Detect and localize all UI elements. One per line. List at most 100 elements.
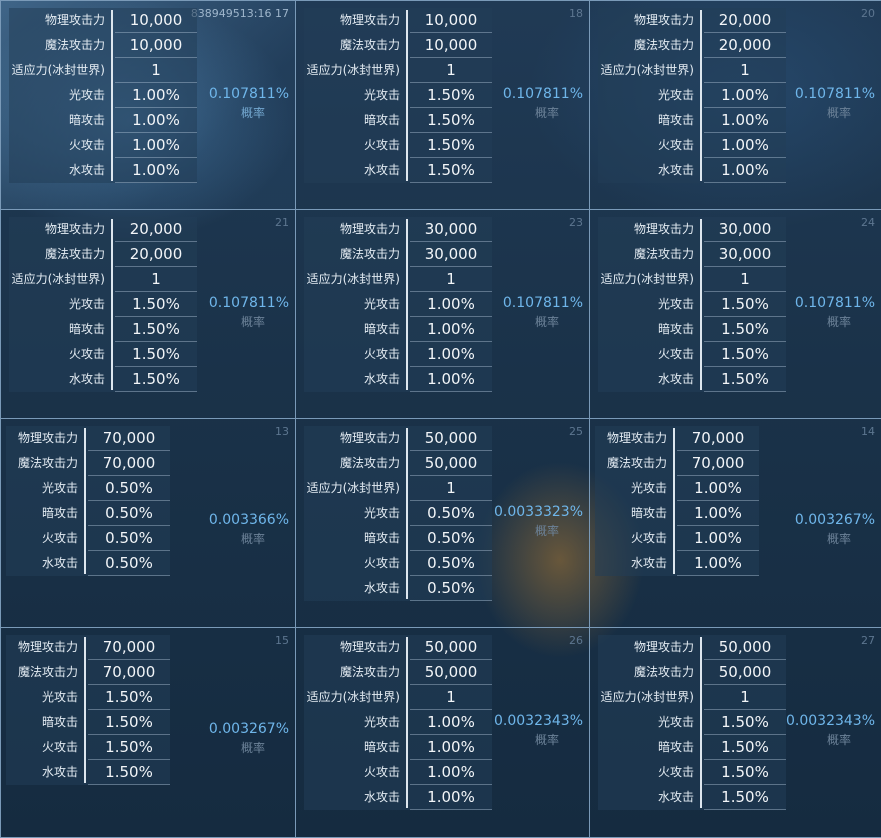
stat-label: 火攻击 bbox=[41, 740, 78, 754]
stat-label: 水攻击 bbox=[41, 765, 78, 779]
stat-table: 物理攻击力 30,000 魔法攻击力 30,000 适应力(冰封世界) 1 光攻击 1.50%… bbox=[598, 217, 786, 392]
stat-label: 魔法攻击力 bbox=[606, 456, 667, 470]
stat-value: 1.50% bbox=[704, 367, 786, 392]
stat-value: 70,000 bbox=[88, 660, 170, 685]
stat-label: 火攻击 bbox=[363, 347, 400, 361]
probability-value: 0.0032343% bbox=[785, 713, 875, 729]
option-card[interactable]: 26 物理攻击力 50,000 魔法攻击力 50,000 适应力(冰封世界) 1 光攻击 1.0… bbox=[295, 627, 590, 838]
stat-label: 暗攻击 bbox=[657, 322, 694, 336]
option-id: 20 bbox=[861, 7, 875, 20]
stat-label: 火攻击 bbox=[68, 138, 105, 152]
option-card[interactable]: 20 物理攻击力 20,000 魔法攻击力 20,000 适应力(冰封世界) 1 光攻击 1.0… bbox=[589, 0, 881, 210]
stat-value: 10,000 bbox=[115, 33, 197, 58]
stat-value: 1.50% bbox=[704, 710, 786, 735]
option-id: 27 bbox=[861, 634, 875, 647]
stat-value: 30,000 bbox=[410, 217, 492, 242]
stat-label: 水攻击 bbox=[68, 163, 105, 177]
stat-value: 1.00% bbox=[410, 785, 492, 810]
stat-value: 50,000 bbox=[410, 635, 492, 660]
stat-value: 1.50% bbox=[704, 785, 786, 810]
option-id: 21 bbox=[275, 216, 289, 229]
stat-label: 火攻击 bbox=[657, 765, 694, 779]
column-divider bbox=[84, 637, 86, 783]
stat-label: 物理攻击力 bbox=[633, 640, 694, 654]
stat-label: 火攻击 bbox=[657, 347, 694, 361]
stat-value: 1.50% bbox=[704, 735, 786, 760]
stat-value: 1.50% bbox=[88, 735, 170, 760]
stat-row: 魔法攻击力 50,000 bbox=[598, 660, 786, 685]
stat-row: 光攻击 1.50% bbox=[598, 292, 786, 317]
stat-value: 1.00% bbox=[115, 133, 197, 158]
option-card[interactable]: 18 物理攻击力 10,000 魔法攻击力 10,000 适应力(冰封世界) 1 光攻击 1.5… bbox=[295, 0, 590, 210]
stat-label: 适应力(冰封世界) bbox=[306, 63, 400, 77]
stat-label: 暗攻击 bbox=[363, 113, 400, 127]
option-card[interactable]: 27 物理攻击力 50,000 魔法攻击力 50,000 适应力(冰封世界) 1 光攻击 1.5… bbox=[589, 627, 881, 838]
stat-row: 物理攻击力 20,000 bbox=[9, 217, 197, 242]
stat-label: 物理攻击力 bbox=[17, 640, 78, 654]
stat-row: 水攻击 1.50% bbox=[9, 367, 197, 392]
option-card[interactable]: 25 物理攻击力 50,000 魔法攻击力 50,000 适应力(冰封世界) 1 光攻击 0.5… bbox=[295, 418, 590, 628]
stat-row: 火攻击 0.50% bbox=[304, 551, 492, 576]
stat-value: 1.00% bbox=[115, 108, 197, 133]
stat-row: 水攻击 1.00% bbox=[598, 158, 786, 183]
stat-label: 物理攻击力 bbox=[339, 640, 400, 654]
stat-value: 0.50% bbox=[410, 526, 492, 551]
stat-row: 暗攻击 1.00% bbox=[304, 735, 492, 760]
stat-value: 1.00% bbox=[410, 292, 492, 317]
option-card[interactable]: 15 物理攻击力 70,000 魔法攻击力 70,000 光攻击 1.50% 暗攻击 1.50%… bbox=[0, 627, 296, 838]
option-card[interactable]: 23 物理攻击力 30,000 魔法攻击力 30,000 适应力(冰封世界) 1 光攻击 1.0… bbox=[295, 209, 590, 419]
option-card[interactable]: 838949513:16 17 物理攻击力 10,000 魔法攻击力 10,000 适应力… bbox=[0, 0, 296, 210]
stat-row: 水攻击 1.50% bbox=[304, 158, 492, 183]
stat-value: 0.50% bbox=[88, 551, 170, 576]
stat-value: 1.00% bbox=[704, 133, 786, 158]
stat-value: 1.00% bbox=[704, 83, 786, 108]
probability-value: 0.0033323% bbox=[493, 504, 583, 520]
stat-label: 水攻击 bbox=[657, 372, 694, 386]
stat-row: 魔法攻击力 70,000 bbox=[595, 451, 759, 476]
stat-label: 火攻击 bbox=[630, 531, 667, 545]
option-card[interactable]: 13 物理攻击力 70,000 魔法攻击力 70,000 光攻击 0.50% 暗攻击 0.50%… bbox=[0, 418, 296, 628]
stat-label: 暗攻击 bbox=[363, 322, 400, 336]
probability-value: 0.107811% bbox=[502, 86, 583, 102]
stat-row: 火攻击 1.00% bbox=[9, 133, 197, 158]
stat-value: 1.50% bbox=[704, 292, 786, 317]
stat-row: 火攻击 1.00% bbox=[304, 760, 492, 785]
stat-table: 物理攻击力 50,000 魔法攻击力 50,000 适应力(冰封世界) 1 光攻击 1.50%… bbox=[598, 635, 786, 810]
stat-table: 物理攻击力 70,000 魔法攻击力 70,000 光攻击 0.50% 暗攻击 0.50% 火攻… bbox=[6, 426, 170, 576]
column-divider bbox=[84, 428, 86, 574]
stat-value: 1 bbox=[115, 58, 197, 83]
stat-value: 1.00% bbox=[410, 735, 492, 760]
column-divider bbox=[406, 10, 408, 181]
stat-value: 1 bbox=[704, 58, 786, 83]
stat-label: 暗攻击 bbox=[630, 506, 667, 520]
stat-row: 暗攻击 1.00% bbox=[598, 108, 786, 133]
stat-row: 火攻击 1.50% bbox=[598, 760, 786, 785]
stat-row: 光攻击 1.00% bbox=[9, 83, 197, 108]
stat-row: 水攻击 1.00% bbox=[595, 551, 759, 576]
option-card[interactable]: 14 物理攻击力 70,000 魔法攻击力 70,000 光攻击 1.00% 暗攻击 1.00%… bbox=[589, 418, 881, 628]
probability-value: 0.003267% bbox=[208, 721, 289, 737]
stat-row: 水攻击 1.50% bbox=[598, 785, 786, 810]
option-card[interactable]: 21 物理攻击力 20,000 魔法攻击力 20,000 适应力(冰封世界) 1 光攻击 1.5… bbox=[0, 209, 296, 419]
stat-label: 火攻击 bbox=[41, 531, 78, 545]
stat-value: 70,000 bbox=[88, 635, 170, 660]
stat-row: 物理攻击力 70,000 bbox=[6, 635, 170, 660]
stat-label: 水攻击 bbox=[41, 556, 78, 570]
stat-value: 1.00% bbox=[115, 158, 197, 183]
stat-value: 1.50% bbox=[704, 317, 786, 342]
stat-row: 魔法攻击力 70,000 bbox=[6, 660, 170, 685]
stat-label: 火攻击 bbox=[68, 347, 105, 361]
stat-table: 物理攻击力 50,000 魔法攻击力 50,000 适应力(冰封世界) 1 光攻击 0.50%… bbox=[304, 426, 492, 601]
option-card[interactable]: 24 物理攻击力 30,000 魔法攻击力 30,000 适应力(冰封世界) 1 光攻击 1.5… bbox=[589, 209, 881, 419]
stat-row: 魔法攻击力 70,000 bbox=[6, 451, 170, 476]
stat-label: 物理攻击力 bbox=[44, 222, 105, 236]
stat-value: 50,000 bbox=[704, 635, 786, 660]
stat-row: 适应力(冰封世界) 1 bbox=[598, 58, 786, 83]
stat-value: 70,000 bbox=[88, 426, 170, 451]
stat-value: 1.50% bbox=[115, 367, 197, 392]
option-id: 14 bbox=[861, 425, 875, 438]
stat-label: 物理攻击力 bbox=[606, 431, 667, 445]
stat-value: 1.50% bbox=[115, 317, 197, 342]
stat-row: 适应力(冰封世界) 1 bbox=[304, 58, 492, 83]
